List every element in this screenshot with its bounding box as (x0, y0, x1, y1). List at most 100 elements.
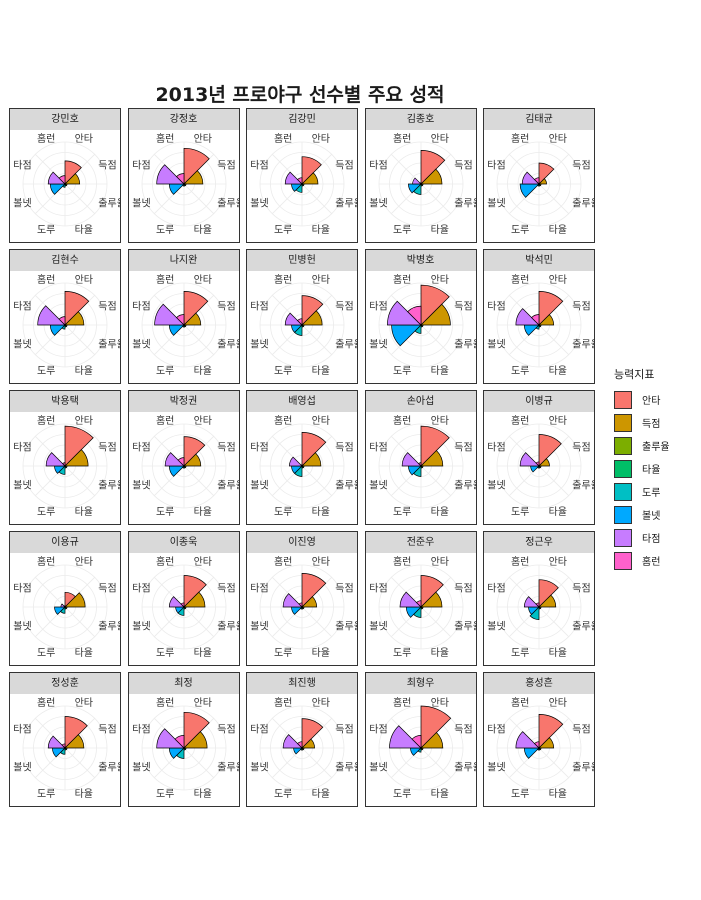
axis-label: 타점 (250, 301, 268, 313)
axis-label: 안타 (193, 133, 211, 145)
axis-label: 도루 (155, 365, 173, 377)
radar-sector-홈런 (531, 314, 540, 326)
legend-label: 볼넷 (642, 511, 661, 522)
facet-strip-label: 배영섭 (246, 390, 358, 413)
radar-sector-득점 (182, 591, 205, 608)
radar-sector-홈런 (297, 318, 303, 326)
grid-spoke (538, 324, 569, 355)
legend-label: 도루 (642, 488, 661, 499)
radar-sector-안타 (183, 291, 208, 326)
radar-sector-볼넷 (293, 747, 303, 755)
axis-label: 득점 (572, 442, 590, 454)
axis-label: 도루 (511, 788, 529, 800)
axis-label: 출루율 (217, 761, 239, 773)
axis-label: 홈런 (392, 132, 410, 145)
radar-sector-볼넷 (407, 183, 422, 194)
grid-spoke (538, 606, 569, 637)
axis-label: 볼넷 (250, 197, 268, 209)
axis-label: 타율 (75, 788, 93, 800)
axis-label: 안타 (312, 556, 330, 568)
axis-label: 볼넷 (487, 197, 505, 209)
axis-label: 안타 (75, 274, 93, 286)
axis-label: 안타 (430, 415, 448, 427)
radar-sector-득점 (419, 168, 442, 185)
radar-sector-홈런 (298, 602, 303, 608)
axis-label: 안타 (193, 697, 211, 709)
axis-label: 타점 (369, 724, 387, 736)
legend-key (614, 505, 632, 524)
legend-label: 타점 (642, 534, 661, 545)
radar-sector-홈런 (534, 177, 540, 185)
axis-label: 득점 (572, 583, 590, 595)
legend-label: 득점 (642, 419, 661, 430)
radar-sector-타점 (515, 731, 540, 749)
axis-label: 도루 (37, 365, 55, 377)
axis-label: 타점 (250, 160, 268, 172)
facet-panel: 최형우안타득점출루율타율 도루 볼넷 타점 홈런 (364, 672, 477, 807)
axis-label: 안타 (193, 274, 211, 286)
legend-items: 안타 득점 출루율 타율 도루 볼넷 타점 홈런 (614, 388, 670, 572)
axis-label: 안타 (75, 415, 93, 427)
grid-spoke (64, 183, 95, 214)
axis-label: 타점 (13, 583, 31, 595)
axis-label: 도루 (37, 506, 55, 518)
radar-sector-타점 (37, 305, 66, 326)
axis-label: 홈런 (392, 696, 410, 709)
radar-sector-타점 (282, 593, 303, 608)
axis-label: 도루 (511, 506, 529, 518)
axis-label: 득점 (98, 442, 116, 454)
axis-label: 안타 (312, 415, 330, 427)
grid-spoke (420, 465, 451, 496)
grid-spoke (183, 606, 214, 637)
radar-sector-볼넷 (49, 183, 66, 195)
axis-label: 홈런 (274, 696, 292, 709)
radar-sector-타점 (155, 728, 185, 749)
radar-sector-안타 (64, 716, 88, 749)
radar-sector-타점 (164, 452, 185, 467)
axis-label: 타율 (430, 224, 448, 236)
facet-strip-label: 손아섭 (364, 390, 477, 413)
grid-spoke (301, 183, 332, 214)
facet-strip-label: 이용규 (9, 531, 121, 554)
axis-label: 안타 (312, 274, 330, 286)
legend-title: 능력지표 (614, 368, 655, 381)
grid-spoke (35, 577, 66, 608)
radar-sector-홈런 (58, 316, 66, 326)
legend-key (614, 528, 632, 547)
facet-strip-label: 김태균 (483, 108, 595, 131)
facet-strip-label: 나지완 (127, 249, 240, 272)
radar-sector-안타 (538, 291, 564, 326)
radar-sector-홈런 (535, 602, 540, 608)
axis-label: 타점 (369, 160, 387, 172)
axis-label: 출루율 (98, 197, 120, 209)
axis-label: 도루 (274, 647, 292, 659)
grid-spoke (183, 183, 214, 214)
radar-sector-득점 (64, 449, 89, 467)
axis-label: 출루율 (335, 197, 357, 209)
axis-label: 타점 (132, 442, 150, 454)
axis-label: 타율 (75, 224, 93, 236)
radar-sector-안타 (301, 432, 327, 467)
radar-sector-볼넷 (49, 324, 66, 336)
radar-sector-홈런 (534, 741, 540, 749)
axis-label: 출루율 (454, 761, 476, 773)
radar-sector-안타 (301, 295, 324, 326)
axis-label: 홈런 (392, 414, 410, 427)
axis-label: 홈런 (37, 414, 55, 427)
axis-label: 출루율 (572, 620, 594, 632)
grid-spoke (538, 465, 569, 496)
legend-item: 득점 (614, 411, 670, 434)
legend-key (614, 413, 632, 432)
radar-sector-득점 (64, 734, 85, 749)
radar-sector-볼넷 (519, 183, 540, 198)
radar-sector-볼넷 (168, 183, 185, 195)
axis-label: 출루율 (98, 620, 120, 632)
